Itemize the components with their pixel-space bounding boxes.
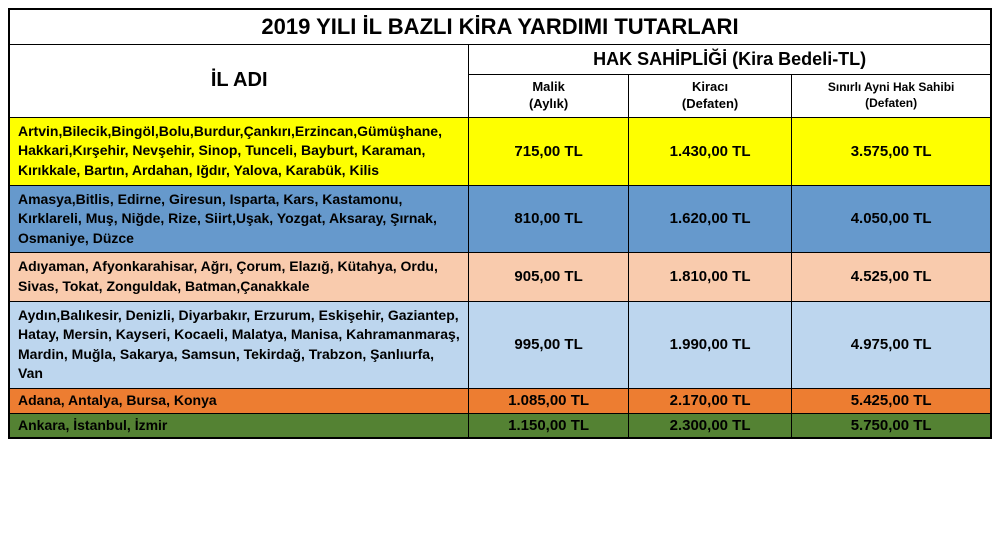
sinirli-value: 4.525,00 TL	[792, 253, 991, 301]
kiraci-value: 1.990,00 TL	[628, 301, 791, 388]
table-row: Artvin,Bilecik,Bingöl,Bolu,Burdur,Çankır…	[9, 117, 991, 185]
city-list-cell: Artvin,Bilecik,Bingöl,Bolu,Burdur,Çankır…	[9, 117, 469, 185]
kiraci-value: 2.170,00 TL	[628, 388, 791, 413]
kiraci-label-1: Kiracı	[692, 79, 728, 94]
table-row: Ankara, İstanbul, İzmir1.150,00 TL2.300,…	[9, 413, 991, 438]
sinirli-value: 4.975,00 TL	[792, 301, 991, 388]
malik-label-1: Malik	[532, 79, 565, 94]
city-list-cell: Amasya,Bitlis, Edirne, Giresun, Isparta,…	[9, 185, 469, 253]
col-header-hak: HAK SAHİPLİĞİ (Kira Bedeli-TL)	[469, 45, 991, 75]
rent-aid-table: 2019 YILI İL BAZLI KİRA YARDIMI TUTARLAR…	[8, 8, 992, 439]
malik-label-2: (Aylık)	[529, 96, 568, 111]
malik-value: 810,00 TL	[469, 185, 628, 253]
col-header-il: İL ADI	[9, 45, 469, 118]
header-row-1: İL ADI HAK SAHİPLİĞİ (Kira Bedeli-TL)	[9, 45, 991, 75]
city-list-cell: Ankara, İstanbul, İzmir	[9, 413, 469, 438]
col-header-sinirli: Sınırlı Ayni Hak Sahibi (Defaten)	[792, 75, 991, 118]
malik-value: 1.150,00 TL	[469, 413, 628, 438]
title-row: 2019 YILI İL BAZLI KİRA YARDIMI TUTARLAR…	[9, 9, 991, 45]
sinirli-value: 5.750,00 TL	[792, 413, 991, 438]
col-header-kiraci: Kiracı (Defaten)	[628, 75, 791, 118]
malik-value: 905,00 TL	[469, 253, 628, 301]
kiraci-value: 1.430,00 TL	[628, 117, 791, 185]
table-row: Amasya,Bitlis, Edirne, Giresun, Isparta,…	[9, 185, 991, 253]
malik-value: 1.085,00 TL	[469, 388, 628, 413]
malik-value: 715,00 TL	[469, 117, 628, 185]
table-title: 2019 YILI İL BAZLI KİRA YARDIMI TUTARLAR…	[9, 9, 991, 45]
kiraci-value: 2.300,00 TL	[628, 413, 791, 438]
kiraci-value: 1.810,00 TL	[628, 253, 791, 301]
table-row: Adıyaman, Afyonkarahisar, Ağrı, Çorum, E…	[9, 253, 991, 301]
table-row: Adana, Antalya, Bursa, Konya1.085,00 TL2…	[9, 388, 991, 413]
kiraci-label-2: (Defaten)	[682, 96, 738, 111]
sinirli-value: 4.050,00 TL	[792, 185, 991, 253]
sinirli-value: 3.575,00 TL	[792, 117, 991, 185]
col-header-malik: Malik (Aylık)	[469, 75, 628, 118]
table-row: Aydın,Balıkesir, Denizli, Diyarbakır, Er…	[9, 301, 991, 388]
city-list-cell: Adıyaman, Afyonkarahisar, Ağrı, Çorum, E…	[9, 253, 469, 301]
kiraci-value: 1.620,00 TL	[628, 185, 791, 253]
malik-value: 995,00 TL	[469, 301, 628, 388]
sinirli-value: 5.425,00 TL	[792, 388, 991, 413]
city-list-cell: Adana, Antalya, Bursa, Konya	[9, 388, 469, 413]
city-list-cell: Aydın,Balıkesir, Denizli, Diyarbakır, Er…	[9, 301, 469, 388]
